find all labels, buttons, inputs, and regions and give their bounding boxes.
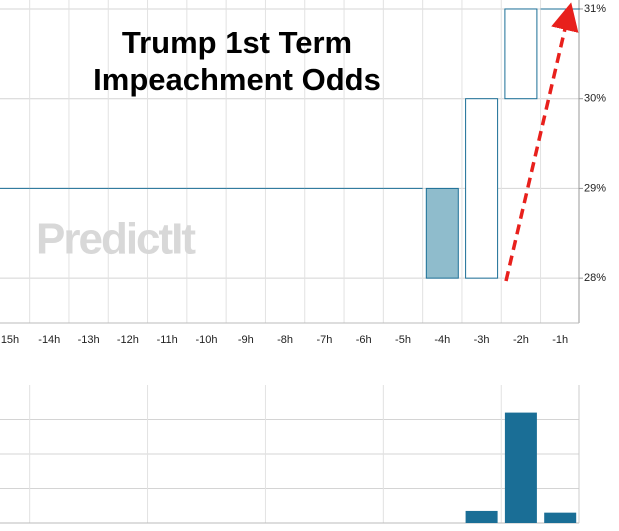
x-tick-label: -13h bbox=[78, 334, 100, 346]
x-tick-label: -11h bbox=[157, 334, 178, 346]
x-tick-label: -12h bbox=[117, 334, 139, 346]
chart-title: Impeachment Odds bbox=[93, 62, 381, 97]
candle-body bbox=[504, 8, 538, 100]
candle-body bbox=[465, 98, 499, 279]
volume-bar bbox=[544, 512, 577, 523]
y-tick-label: 29% bbox=[584, 182, 606, 194]
y-tick-label: 31% bbox=[584, 3, 606, 15]
x-tick-label: -2h bbox=[513, 334, 529, 346]
chart-title: Trump 1st Term bbox=[122, 25, 352, 60]
x-tick-label: -6h bbox=[356, 334, 372, 346]
x-tick-label: -4h bbox=[434, 334, 450, 346]
annotation-arrow bbox=[504, 2, 579, 282]
x-tick-label: -7h bbox=[316, 334, 332, 346]
y-tick-label: 30% bbox=[584, 93, 606, 105]
volume-bar bbox=[504, 412, 537, 523]
candle-body bbox=[425, 187, 459, 279]
x-tick-label: 15h bbox=[1, 334, 19, 346]
x-tick-label: -5h bbox=[395, 334, 411, 346]
x-tick-label: -14h bbox=[38, 334, 60, 346]
volume-bar bbox=[465, 510, 498, 523]
y-tick-label: 28% bbox=[584, 272, 606, 284]
x-tick-label: -10h bbox=[195, 334, 217, 346]
x-tick-label: -8h bbox=[277, 334, 293, 346]
x-tick-label: -1h bbox=[552, 334, 568, 346]
x-tick-label: -9h bbox=[238, 334, 254, 346]
watermark: PredictIt bbox=[36, 215, 196, 264]
x-tick-label: -3h bbox=[474, 334, 490, 346]
